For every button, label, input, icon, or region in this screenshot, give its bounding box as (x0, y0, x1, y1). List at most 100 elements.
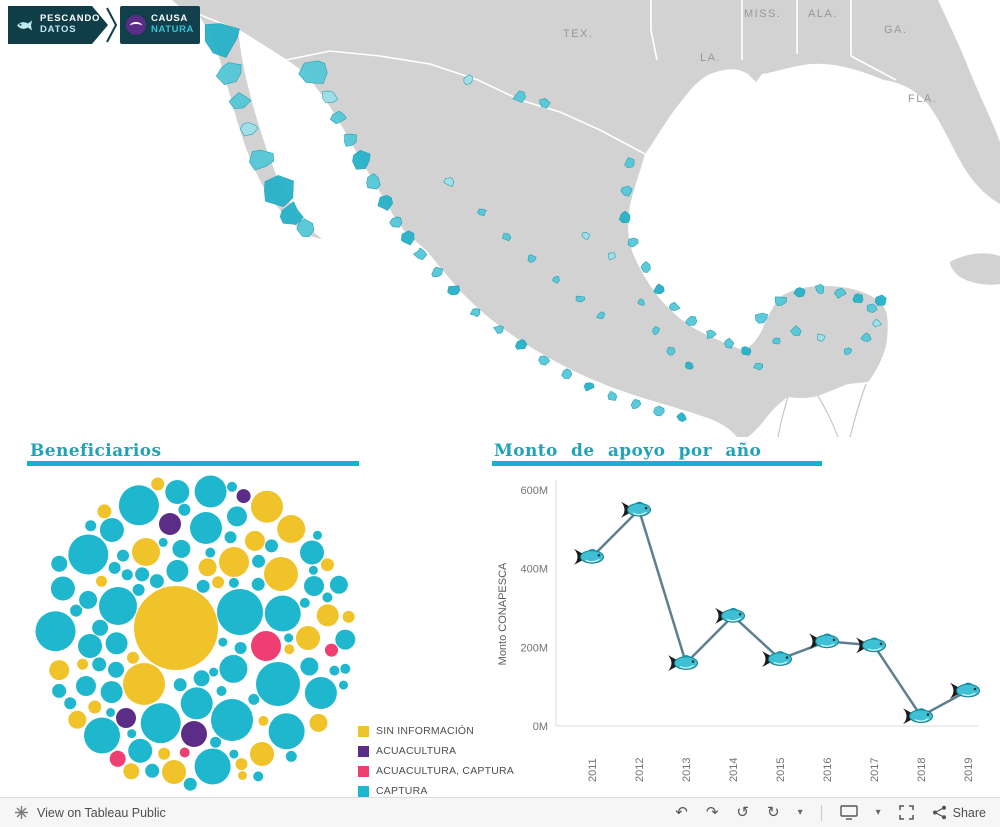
beneficiary-bubble[interactable] (205, 547, 216, 558)
beneficiary-bubble[interactable] (116, 708, 136, 728)
fish-marker[interactable] (950, 682, 980, 699)
fish-marker[interactable] (715, 607, 745, 624)
beneficiary-bubble[interactable] (304, 677, 337, 709)
beneficiary-bubble[interactable] (340, 663, 351, 674)
municipality-region[interactable] (627, 237, 639, 248)
beneficiary-bubble[interactable] (196, 579, 210, 593)
legend-row[interactable]: ACUACULTURA (358, 741, 514, 761)
municipality-region[interactable] (817, 333, 826, 342)
reset-icon[interactable]: ↺ (736, 803, 749, 821)
municipality-region[interactable] (413, 247, 428, 261)
municipality-region[interactable] (637, 298, 645, 306)
beneficiary-bubble[interactable] (99, 587, 137, 625)
municipality-region[interactable] (527, 254, 537, 263)
municipality-region[interactable] (774, 296, 787, 307)
beneficiary-bubble[interactable] (194, 475, 227, 508)
beneficiary-bubble[interactable] (85, 520, 97, 532)
beneficiary-bubble[interactable] (234, 642, 247, 654)
municipality-region[interactable] (843, 347, 853, 356)
beneficiary-bubble[interactable] (68, 534, 109, 575)
municipality-region[interactable] (493, 325, 504, 334)
beneficiary-bubble[interactable] (92, 619, 109, 636)
municipality-region[interactable] (607, 252, 616, 261)
beneficiary-bubble[interactable] (238, 771, 247, 780)
municipality-region[interactable] (298, 60, 328, 84)
beneficiary-bubble[interactable] (109, 750, 126, 767)
beneficiary-bubble[interactable] (228, 577, 239, 588)
beneficiary-bubble[interactable] (320, 558, 334, 572)
beneficiary-bubble[interactable] (198, 558, 217, 577)
beneficiary-bubble[interactable] (194, 748, 231, 785)
beneficiary-bubble[interactable] (134, 586, 218, 670)
beneficiary-bubble[interactable] (217, 589, 263, 635)
fullscreen-icon[interactable] (898, 805, 914, 820)
municipality-region[interactable] (753, 362, 764, 371)
beneficiary-bubble[interactable] (209, 667, 219, 677)
municipality-region[interactable] (834, 287, 847, 299)
municipality-region[interactable] (477, 208, 487, 217)
beneficiarios-bubble-chart[interactable] (26, 466, 366, 801)
beneficiary-bubble[interactable] (244, 530, 265, 551)
beneficiary-bubble[interactable] (99, 518, 124, 542)
beneficiary-bubble[interactable] (96, 575, 107, 587)
download-caret-icon[interactable]: ▾ (875, 807, 881, 818)
beneficiary-bubble[interactable] (265, 539, 278, 553)
beneficiary-bubble[interactable] (250, 742, 274, 766)
municipality-region[interactable] (630, 398, 642, 410)
beneficiary-bubble[interactable] (210, 736, 222, 748)
beneficiary-bubble[interactable] (313, 530, 322, 540)
monto-line-chart[interactable]: Monto CONAPESCA 0M 200M 400M 600M 2011 2012 201… (492, 464, 1000, 794)
beneficiary-bubble[interactable] (127, 729, 137, 739)
municipality-region[interactable] (583, 382, 595, 392)
beneficiary-bubble[interactable] (308, 565, 318, 575)
municipality-region[interactable] (741, 346, 752, 356)
municipality-region[interactable] (538, 355, 551, 366)
municipality-region[interactable] (552, 275, 560, 284)
beneficiary-bubble[interactable] (121, 569, 133, 581)
municipality-region[interactable] (874, 294, 887, 306)
municipality-region[interactable] (676, 412, 687, 422)
municipality-region[interactable] (685, 315, 698, 326)
municipality-region[interactable] (389, 216, 403, 228)
beneficiary-bubble[interactable] (97, 504, 112, 519)
beneficiary-bubble[interactable] (256, 662, 300, 706)
municipality-region[interactable] (239, 122, 259, 137)
beneficiary-bubble[interactable] (329, 665, 340, 676)
beneficiary-bubble[interactable] (180, 687, 213, 720)
beneficiary-bubble[interactable] (258, 715, 269, 726)
municipality-region[interactable] (620, 185, 633, 197)
fish-marker[interactable] (574, 548, 604, 565)
beneficiary-bubble[interactable] (77, 658, 89, 670)
municipality-region[interactable] (561, 368, 573, 379)
beneficiary-bubble[interactable] (117, 549, 129, 562)
beneficiary-bubble[interactable] (227, 481, 237, 492)
beneficiary-bubble[interactable] (140, 703, 181, 744)
causa-natura-logo[interactable]: CAUSA NATURA (120, 6, 200, 44)
beneficiary-bubble[interactable] (108, 661, 124, 678)
beneficiary-bubble[interactable] (309, 713, 328, 732)
beneficiary-bubble[interactable] (92, 657, 107, 672)
beneficiary-bubble[interactable] (123, 763, 140, 780)
beneficiary-bubble[interactable] (173, 678, 187, 692)
municipality-region[interactable] (872, 319, 882, 328)
municipality-region[interactable] (279, 201, 304, 225)
municipality-region[interactable] (666, 347, 676, 356)
beneficiary-bubble[interactable] (339, 680, 348, 690)
beneficiary-bubble[interactable] (236, 489, 251, 504)
municipality-region[interactable] (652, 326, 660, 336)
municipality-region[interactable] (539, 98, 551, 109)
beneficiary-bubble[interactable] (212, 576, 225, 589)
beneficiary-bubble[interactable] (251, 631, 281, 661)
beneficiary-bubble[interactable] (106, 708, 116, 717)
municipality-region[interactable] (607, 390, 618, 401)
beneficiary-bubble[interactable] (35, 611, 76, 652)
beneficiary-bubble[interactable] (79, 590, 98, 609)
beneficiary-bubble[interactable] (78, 634, 102, 658)
highlighted-municipalities[interactable] (204, 23, 887, 422)
municipality-region[interactable] (204, 23, 240, 58)
municipality-region[interactable] (790, 325, 802, 336)
beneficiary-bubble[interactable] (252, 554, 266, 568)
municipality-region[interactable] (618, 210, 631, 224)
refresh-caret-icon[interactable]: ▾ (797, 807, 803, 818)
beneficiary-bubble[interactable] (277, 515, 306, 543)
